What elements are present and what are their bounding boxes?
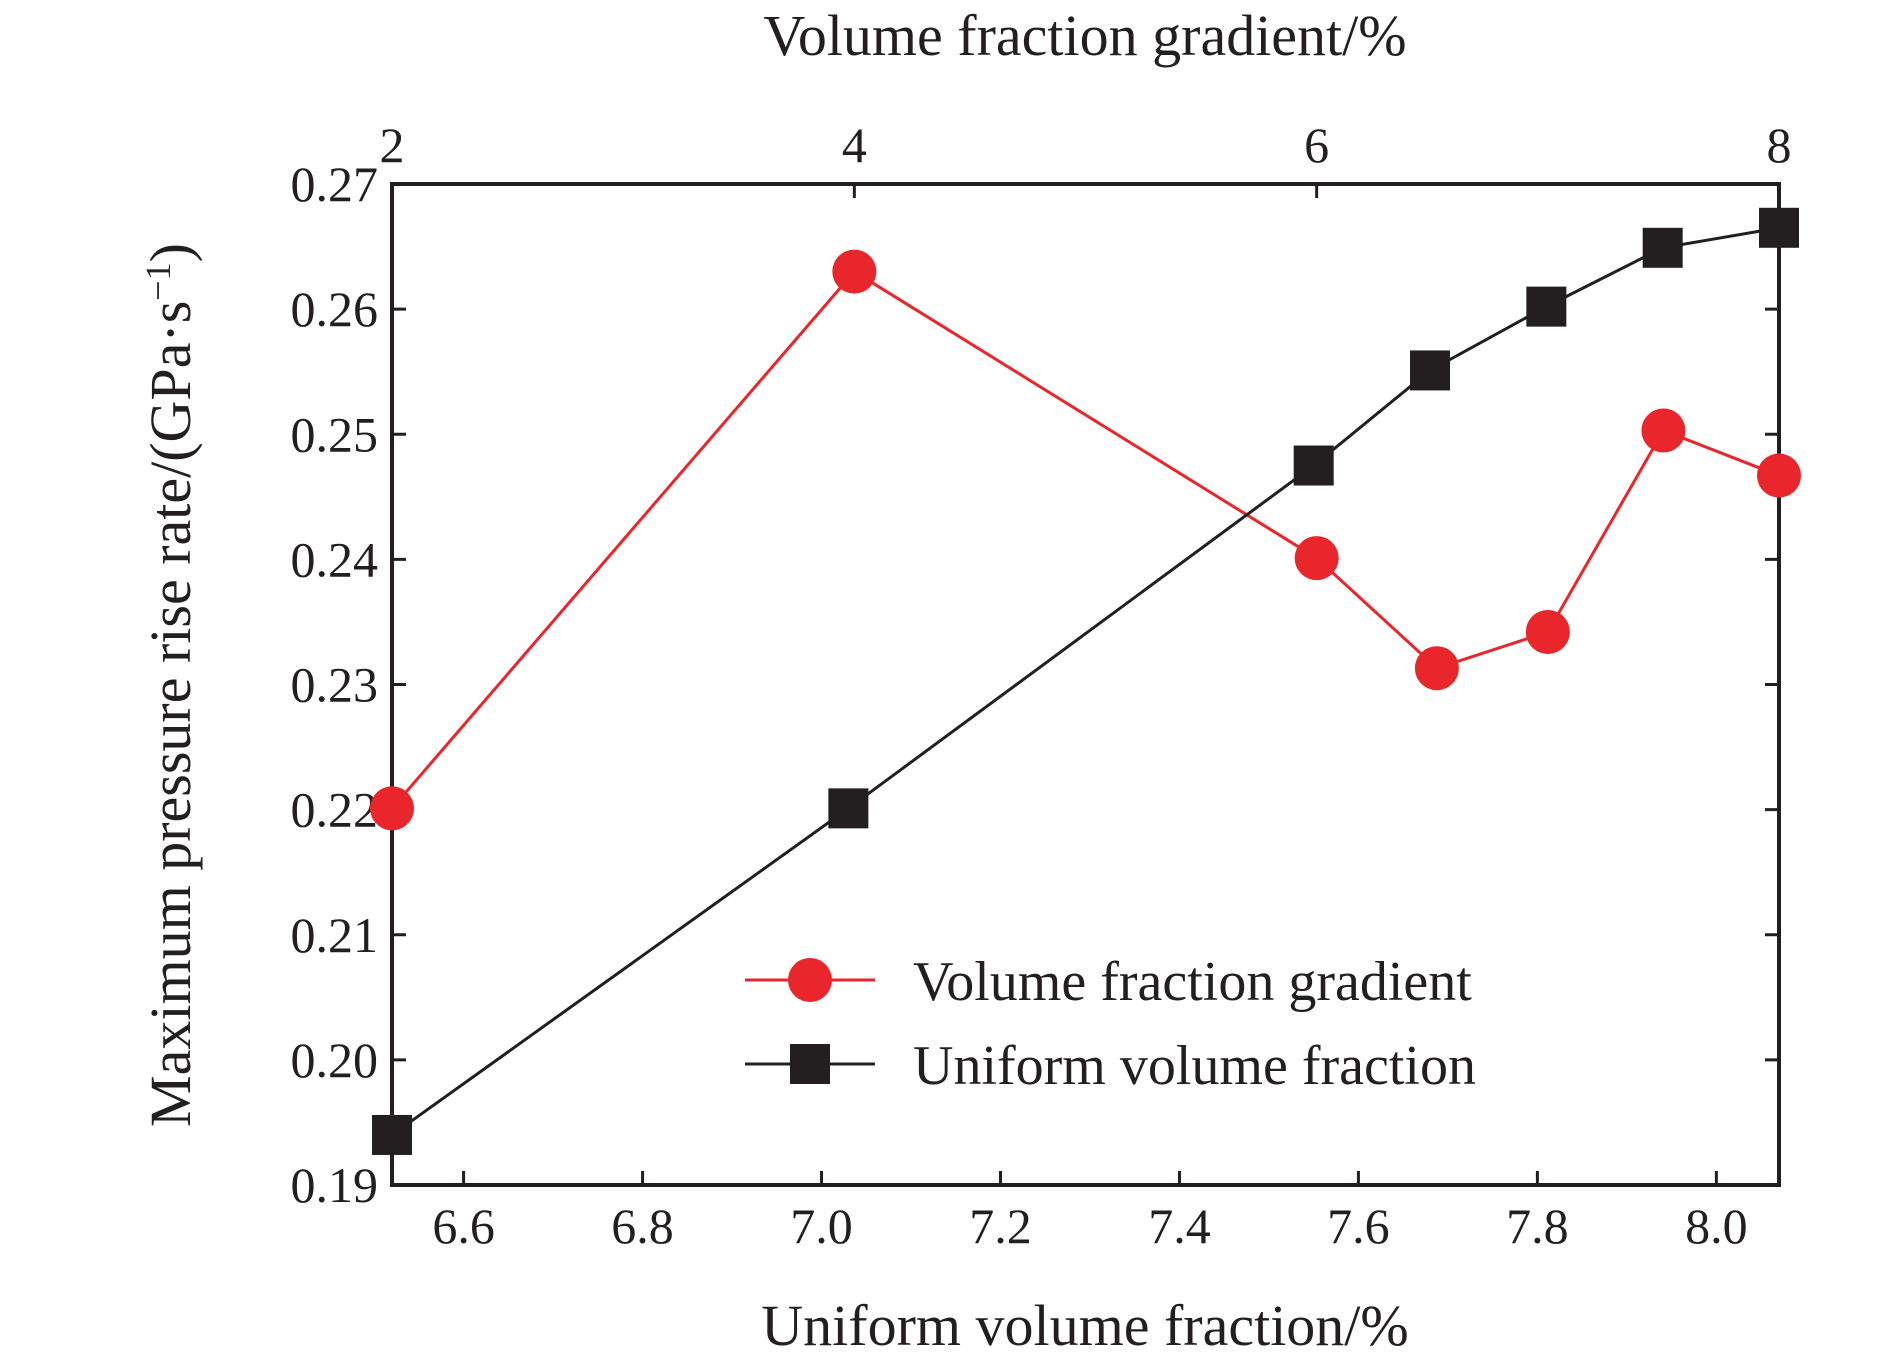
series-line-volume-fraction-gradient xyxy=(390,269,1780,810)
legend-marker-uniform xyxy=(790,1044,830,1084)
data-point-uniform-volume-fraction xyxy=(828,788,869,829)
y-axis-title-main: Maximum pressure rise rate/(GPa·s xyxy=(138,301,203,1127)
bottom-tick-label: 6.8 xyxy=(611,1198,674,1254)
legend-label-uniform: Uniform volume fraction xyxy=(913,1035,1476,1097)
data-point-uniform-volume-fraction xyxy=(1410,350,1451,391)
data-point-volume-fraction-gradient xyxy=(1414,646,1459,691)
y-tick-label: 0.20 xyxy=(291,1032,379,1088)
y-tick-label: 0.23 xyxy=(291,657,379,713)
top-tick-label: 6 xyxy=(1304,117,1329,173)
bottom-tick-label: 7.6 xyxy=(1327,1198,1390,1254)
bottom-tick-label: 8.0 xyxy=(1685,1198,1748,1254)
top-tick-label: 2 xyxy=(380,117,405,173)
top-axis-title: Volume fraction gradient/% xyxy=(763,3,1406,68)
data-point-volume-fraction-gradient xyxy=(370,786,414,831)
y-tick-label: 0.25 xyxy=(291,406,379,462)
legend: Volume fraction gradient Uniform volume … xyxy=(745,951,1476,1097)
data-point-uniform-volume-fraction xyxy=(1642,227,1683,268)
data-point-volume-fraction-gradient xyxy=(1525,609,1570,654)
data-point-volume-fraction-gradient xyxy=(1641,408,1686,453)
bottom-tick-label: 7.2 xyxy=(969,1198,1032,1254)
data-point-uniform-volume-fraction xyxy=(1526,286,1567,327)
y-tick-label: 0.27 xyxy=(291,156,379,212)
series-layer xyxy=(370,207,1801,1155)
data-point-uniform-volume-fraction xyxy=(1759,207,1799,248)
data-point-uniform-volume-fraction xyxy=(372,1114,412,1155)
ticks-layer: 0.19 0.20 0.21 0.22 0.23 0.24 0.25 0.26 0.27 6.6 6… xyxy=(291,117,1792,1254)
legend-marker-gradient xyxy=(788,958,832,1002)
y-tick-label: 0.26 xyxy=(291,281,379,337)
y-axis-title-superscript: −1 xyxy=(138,262,178,300)
top-tick-label: 4 xyxy=(842,117,867,173)
y-tick-label: 0.21 xyxy=(291,907,379,963)
data-point-volume-fraction-gradient xyxy=(1294,536,1339,581)
y-axis-title-suffix: ) xyxy=(138,243,203,262)
data-point-uniform-volume-fraction xyxy=(1293,445,1334,486)
bottom-axis-title: Uniform volume fraction/% xyxy=(761,1293,1409,1358)
bottom-tick-label: 6.6 xyxy=(432,1198,495,1254)
legend-label-gradient: Volume fraction gradient xyxy=(913,951,1472,1013)
y-tick-label: 0.24 xyxy=(291,531,379,587)
bottom-tick-label: 7.8 xyxy=(1506,1198,1569,1254)
y-axis-title: Maximum pressure rise rate/(GPa·s−1) xyxy=(138,243,203,1127)
bottom-tick-label: 7.4 xyxy=(1148,1198,1211,1254)
data-point-volume-fraction-gradient xyxy=(832,249,877,294)
y-tick-label: 0.19 xyxy=(291,1157,379,1213)
bottom-tick-label: 7.0 xyxy=(790,1198,853,1254)
top-tick-label: 8 xyxy=(1767,117,1792,173)
y-tick-label: 0.22 xyxy=(291,782,379,838)
data-point-volume-fraction-gradient xyxy=(1757,453,1801,498)
